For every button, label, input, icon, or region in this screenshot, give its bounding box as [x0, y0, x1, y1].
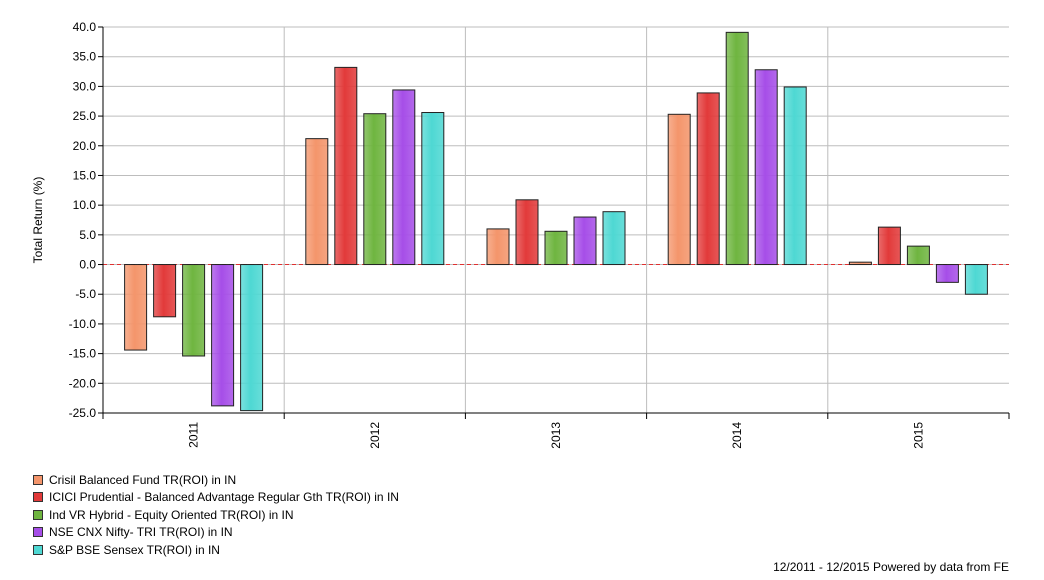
- y-tick-label: 15.0: [73, 168, 97, 182]
- axes: -25.0 -20.0 -15.0 -10.0 -5.0 0.0 5.0 10.0 15.0 20…: [69, 20, 1010, 449]
- legend-item: Crisil Balanced Fund TR(ROI) in IN: [33, 471, 733, 489]
- x-tick-label: 2012: [368, 422, 382, 449]
- bar-2015-series-2: [877, 226, 901, 266]
- y-tick-label: 25.0: [73, 109, 97, 123]
- bar-chart: -25.0 -20.0 -15.0 -10.0 -5.0 0.0 5.0 10.0 15.0 20…: [31, 20, 1010, 449]
- bar-2011-series-1: [124, 264, 148, 351]
- footer-note: 12/2011 - 12/2015 Powered by data from F…: [773, 560, 1009, 574]
- grid-lines: [103, 26, 1009, 414]
- legend-item: NSE CNX Nifty- TRI TR(ROI) in IN: [33, 524, 733, 542]
- y-tick-label: -5.0: [75, 287, 96, 301]
- bar-2013-series-5: [602, 211, 626, 266]
- bar-2015-series-5: [964, 264, 988, 295]
- legend-label: Crisil Balanced Fund TR(ROI) in IN: [49, 472, 237, 487]
- bar-2013-series-2: [515, 199, 539, 266]
- y-tick-label: -25.0: [69, 406, 97, 420]
- bar-2015-series-3: [906, 245, 930, 266]
- bar-2012-series-2: [334, 66, 358, 266]
- y-tick-label: -10.0: [69, 317, 97, 331]
- bar-2015-series-1: [848, 261, 872, 266]
- legend-label: NSE CNX Nifty- TRI TR(ROI) in IN: [49, 525, 233, 540]
- legend-item: ICICI Prudential - Balanced Advantage Re…: [33, 489, 733, 507]
- x-tick-label: 2011: [187, 422, 201, 448]
- bar-2012-series-3: [363, 113, 387, 266]
- bars: [124, 31, 988, 412]
- bar-2013-series-3: [544, 230, 568, 266]
- bar-2012-series-1: [305, 138, 329, 266]
- legend-swatch: [33, 527, 43, 538]
- legend-item: S&P BSE Sensex TR(ROI) in IN: [33, 541, 733, 559]
- legend: Crisil Balanced Fund TR(ROI) in IN ICICI …: [33, 471, 733, 559]
- bar-2015-series-4: [935, 264, 959, 283]
- bar-2014-series-4: [754, 69, 778, 266]
- y-tick-label: 40.0: [73, 20, 97, 34]
- bar-2011-series-4: [211, 264, 235, 407]
- x-tick-label: 2015: [911, 422, 925, 449]
- y-tick-label: 35.0: [73, 50, 97, 64]
- legend-label: S&P BSE Sensex TR(ROI) in IN: [49, 542, 220, 557]
- legend-swatch: [33, 544, 43, 555]
- legend-label: ICICI Prudential - Balanced Advantage Re…: [49, 490, 399, 505]
- y-tick-label: 20.0: [73, 139, 97, 153]
- y-tick-label: 0.0: [79, 258, 96, 272]
- legend-swatch: [33, 492, 43, 503]
- legend-swatch: [33, 509, 43, 520]
- x-tick-label: 2013: [549, 422, 563, 449]
- bar-2013-series-4: [573, 216, 597, 266]
- y-tick-label: -20.0: [69, 376, 97, 390]
- legend-item: Ind VR Hybrid - Equity Oriented TR(ROI) …: [33, 506, 733, 524]
- x-tick-label: 2014: [730, 422, 744, 449]
- y-tick-label: 5.0: [79, 228, 96, 242]
- bar-2011-series-3: [182, 264, 206, 357]
- y-tick-label: 10.0: [73, 198, 97, 212]
- bar-2014-series-5: [783, 86, 807, 266]
- bar-2014-series-3: [725, 31, 749, 266]
- y-tick-label: 30.0: [73, 79, 97, 93]
- bar-2012-series-4: [392, 89, 416, 266]
- plot-area: [103, 27, 1009, 413]
- legend-swatch: [33, 474, 43, 485]
- bar-2011-series-2: [153, 264, 177, 318]
- bar-2012-series-5: [421, 112, 445, 266]
- y-axis-label: Total Return (%): [31, 177, 45, 264]
- legend-label: Ind VR Hybrid - Equity Oriented TR(ROI) …: [49, 507, 294, 522]
- bar-2014-series-2: [696, 92, 720, 266]
- y-tick-label: -15.0: [69, 347, 97, 361]
- bar-2013-series-1: [486, 228, 510, 266]
- bar-2014-series-1: [667, 113, 691, 266]
- bar-2011-series-5: [240, 264, 264, 412]
